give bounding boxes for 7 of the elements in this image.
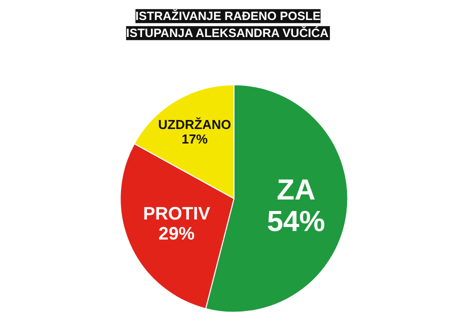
chart-title: ISTRAŽIVANJE RAĐENO POSLE ISTUPANJA ALEKSANDRA VUČIĆA: [126, 9, 329, 40]
slice-label: PROTIV: [143, 203, 210, 224]
slice-label: UZDRŽANO: [158, 117, 232, 132]
data-label: 54%: [267, 206, 326, 238]
data-label: 17%: [182, 132, 208, 146]
slice-label: ZA: [276, 174, 316, 207]
data-label: 29%: [158, 223, 195, 244]
